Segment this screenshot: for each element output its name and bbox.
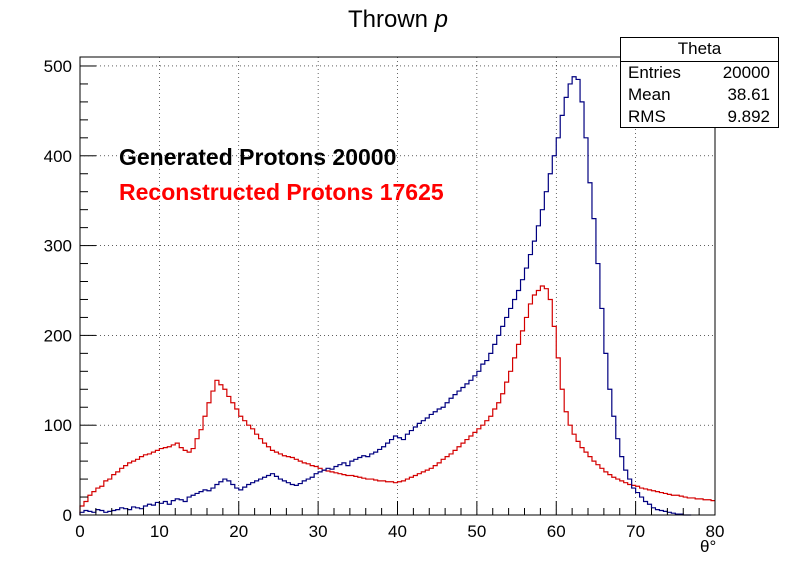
stats-entries-label: Entries (628, 63, 681, 82)
series-reconstructed-line (79, 285, 715, 515)
legend-reconstructed: Reconstructed Protons 17625 (119, 179, 444, 205)
x-tick-label: 40 (388, 522, 407, 541)
x-tick-label: 80 (706, 522, 725, 541)
x-tick-label: 20 (229, 522, 248, 541)
stats-rms-label: RMS (628, 107, 666, 126)
stats-box: Theta Entries 20000 Mean 38.61 RMS 9.892 (620, 37, 779, 128)
x-tick-label: 60 (547, 522, 566, 541)
x-tick-label: 30 (309, 522, 328, 541)
title-particle: p (434, 6, 449, 33)
x-tick-label: 0 (75, 522, 84, 541)
y-tick-label: 100 (44, 416, 72, 435)
x-axis-label: θ° (700, 537, 717, 556)
y-tick-label: 500 (44, 57, 72, 76)
y-tick-label: 400 (44, 147, 72, 166)
tick-labels: 0 10 20 30 40 50 60 70 80 0 100 200 300 400 500 (44, 57, 725, 541)
axis-ticks (79, 65, 716, 516)
stats-entries-value: 20000 (722, 63, 770, 82)
stats-mean-value: 38.61 (727, 85, 770, 104)
x-tick-label: 50 (467, 522, 486, 541)
stats-header: Theta (621, 38, 778, 62)
stats-mean-label: Mean (628, 85, 671, 104)
stats-row-mean: Mean 38.61 (621, 84, 778, 106)
series-generated-line (79, 76, 692, 516)
y-tick-label: 300 (44, 237, 72, 256)
legend-generated: Generated Protons 20000 (119, 144, 397, 170)
stats-rms-value: 9.892 (727, 107, 770, 126)
y-tick-label: 200 (44, 326, 72, 345)
x-tick-label: 70 (626, 522, 645, 541)
grid-lines (80, 57, 715, 515)
chart-title: Thrown p (0, 6, 796, 34)
title-text: Thrown (347, 6, 435, 33)
x-tick-label: 10 (150, 522, 169, 541)
y-tick-label: 0 (63, 506, 72, 525)
stats-row-rms: RMS 9.892 (621, 106, 778, 128)
stats-row-entries: Entries 20000 (621, 62, 778, 84)
